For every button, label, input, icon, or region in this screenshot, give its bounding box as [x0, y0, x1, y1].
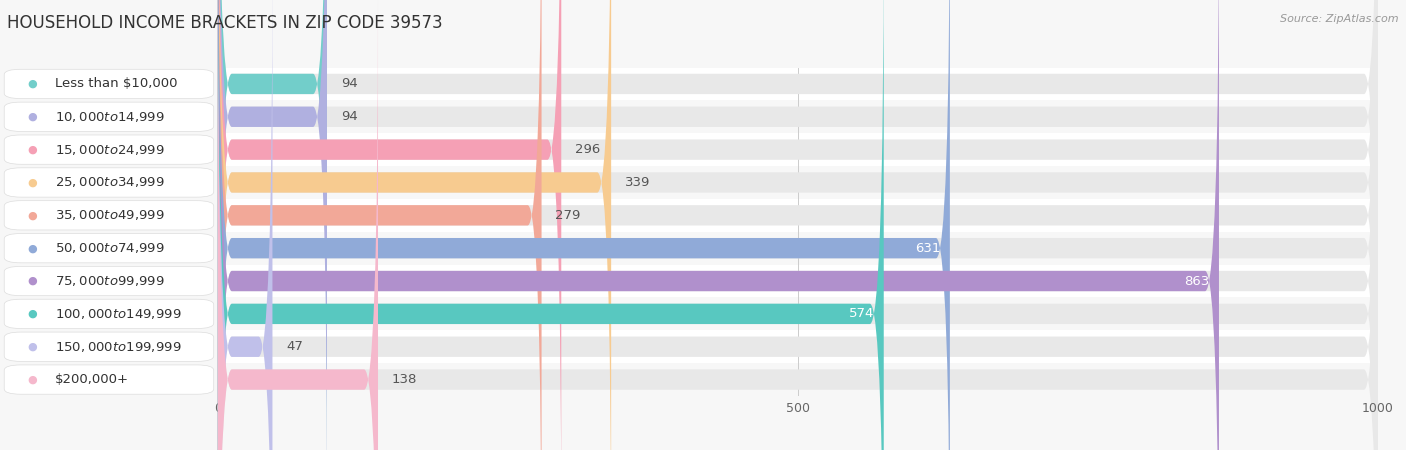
Text: 138: 138 [392, 373, 418, 386]
Text: ●: ● [28, 374, 37, 385]
FancyBboxPatch shape [218, 0, 1378, 450]
Text: 574: 574 [849, 307, 875, 320]
FancyBboxPatch shape [218, 265, 1378, 297]
FancyBboxPatch shape [218, 0, 1219, 450]
Text: 296: 296 [575, 143, 600, 156]
Text: ●: ● [28, 243, 37, 253]
FancyBboxPatch shape [218, 0, 1378, 450]
FancyBboxPatch shape [218, 0, 1378, 450]
FancyBboxPatch shape [218, 0, 612, 450]
Text: ●: ● [28, 210, 37, 220]
FancyBboxPatch shape [218, 0, 328, 450]
FancyBboxPatch shape [218, 297, 1378, 330]
Text: 94: 94 [340, 110, 357, 123]
FancyBboxPatch shape [218, 363, 1378, 396]
FancyBboxPatch shape [218, 0, 1378, 450]
FancyBboxPatch shape [218, 166, 1378, 199]
FancyBboxPatch shape [218, 330, 1378, 363]
FancyBboxPatch shape [218, 0, 950, 450]
Text: $150,000 to $199,999: $150,000 to $199,999 [55, 340, 181, 354]
Text: 863: 863 [1184, 274, 1209, 288]
FancyBboxPatch shape [218, 0, 1378, 450]
Text: ●: ● [28, 79, 37, 89]
FancyBboxPatch shape [218, 100, 1378, 133]
FancyBboxPatch shape [218, 0, 1378, 450]
FancyBboxPatch shape [218, 0, 884, 450]
Text: 47: 47 [287, 340, 304, 353]
FancyBboxPatch shape [218, 0, 1378, 450]
Text: ●: ● [28, 309, 37, 319]
FancyBboxPatch shape [218, 0, 541, 450]
Text: Source: ZipAtlas.com: Source: ZipAtlas.com [1281, 14, 1399, 23]
FancyBboxPatch shape [218, 199, 1378, 232]
Text: 339: 339 [626, 176, 651, 189]
Text: $35,000 to $49,999: $35,000 to $49,999 [55, 208, 165, 222]
FancyBboxPatch shape [218, 0, 561, 450]
Text: $75,000 to $99,999: $75,000 to $99,999 [55, 274, 165, 288]
Text: HOUSEHOLD INCOME BRACKETS IN ZIP CODE 39573: HOUSEHOLD INCOME BRACKETS IN ZIP CODE 39… [7, 14, 443, 32]
Text: ●: ● [28, 177, 37, 188]
Text: $200,000+: $200,000+ [55, 373, 129, 386]
FancyBboxPatch shape [218, 0, 1378, 450]
Text: ●: ● [28, 144, 37, 155]
FancyBboxPatch shape [218, 0, 378, 450]
Text: 94: 94 [340, 77, 357, 90]
Text: ●: ● [28, 276, 37, 286]
Text: $50,000 to $74,999: $50,000 to $74,999 [55, 241, 165, 255]
Text: $100,000 to $149,999: $100,000 to $149,999 [55, 307, 181, 321]
Text: ●: ● [28, 112, 37, 122]
FancyBboxPatch shape [218, 0, 1378, 450]
FancyBboxPatch shape [218, 68, 1378, 100]
Text: Less than $10,000: Less than $10,000 [55, 77, 177, 90]
Text: 279: 279 [555, 209, 581, 222]
FancyBboxPatch shape [218, 0, 273, 450]
FancyBboxPatch shape [218, 133, 1378, 166]
Text: 631: 631 [915, 242, 941, 255]
FancyBboxPatch shape [218, 232, 1378, 265]
Text: $10,000 to $14,999: $10,000 to $14,999 [55, 110, 165, 124]
FancyBboxPatch shape [218, 0, 328, 450]
Text: $25,000 to $34,999: $25,000 to $34,999 [55, 176, 165, 189]
FancyBboxPatch shape [218, 0, 1378, 450]
Text: $15,000 to $24,999: $15,000 to $24,999 [55, 143, 165, 157]
Text: ●: ● [28, 342, 37, 352]
